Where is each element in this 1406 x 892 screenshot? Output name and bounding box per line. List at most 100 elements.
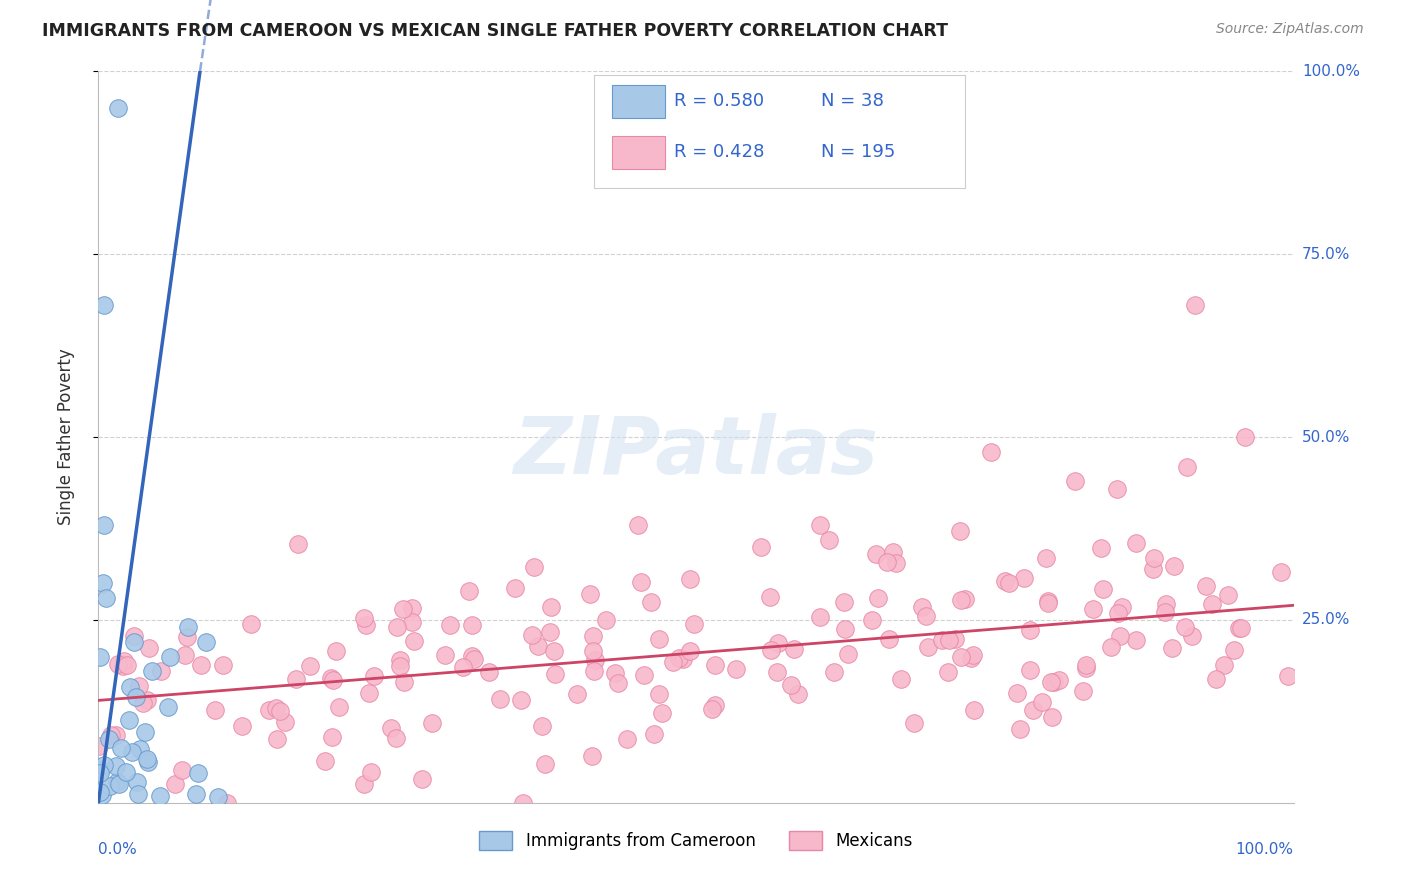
Point [1174, 620, 1197, 634]
Point [1195, 579, 1218, 593]
Point [582, 664, 605, 678]
Point [89, 763, 111, 777]
Point [817, 533, 839, 548]
Point [823, 665, 845, 679]
Legend: Immigrants from Cameroon, Mexicans: Immigrants from Cameroon, Mexicans [472, 824, 920, 856]
Point [1107, 606, 1129, 620]
Point [489, 691, 512, 706]
Point [1035, 550, 1057, 565]
Point [1083, 601, 1105, 615]
Point [322, 673, 344, 687]
Point [538, 624, 561, 639]
Point [115, 658, 138, 673]
Point [354, 617, 377, 632]
Point [89, 649, 111, 664]
Point [648, 687, 671, 701]
Point [284, 672, 307, 686]
Point [287, 537, 309, 551]
Point [630, 575, 652, 590]
Point [434, 648, 457, 662]
Point [195, 635, 218, 649]
Point [173, 648, 195, 662]
Point [505, 581, 527, 595]
Text: N = 195: N = 195 [821, 143, 896, 161]
Point [1107, 482, 1129, 496]
Point [411, 772, 433, 786]
Text: R = 0.428: R = 0.428 [675, 143, 765, 161]
Point [134, 725, 156, 739]
Point [1234, 430, 1257, 444]
Point [1022, 703, 1045, 717]
Point [679, 644, 702, 658]
Point [107, 777, 129, 791]
Point [269, 705, 291, 719]
Point [325, 644, 347, 658]
Point [124, 635, 146, 649]
Point [385, 620, 408, 634]
Text: 100.0%: 100.0% [1302, 64, 1360, 78]
Point [118, 713, 141, 727]
Point [1074, 657, 1097, 672]
Point [582, 644, 605, 658]
Point [749, 540, 772, 554]
Point [1229, 622, 1251, 636]
Point [581, 748, 603, 763]
Point [215, 796, 238, 810]
Point [865, 547, 887, 561]
Point [461, 618, 484, 632]
Point [1125, 536, 1147, 550]
Point [401, 601, 423, 615]
Point [98, 731, 121, 746]
Point [93, 298, 115, 312]
Point [834, 623, 856, 637]
Text: 75.0%: 75.0% [1302, 247, 1350, 261]
Point [886, 557, 908, 571]
Point [360, 764, 382, 779]
Point [359, 686, 381, 700]
Point [1277, 669, 1299, 683]
Point [461, 648, 484, 663]
Point [204, 703, 226, 717]
Point [176, 630, 198, 644]
Point [917, 640, 939, 655]
Point [478, 665, 501, 680]
Point [903, 716, 925, 731]
Point [420, 715, 443, 730]
Point [380, 721, 402, 735]
Point [633, 668, 655, 682]
Point [89, 765, 111, 780]
Point [808, 610, 831, 624]
Point [1036, 593, 1059, 607]
Point [1154, 605, 1177, 619]
Point [1154, 597, 1177, 611]
Point [157, 699, 180, 714]
Point [125, 690, 148, 704]
Point [1212, 657, 1234, 672]
Point [439, 617, 461, 632]
Point [1184, 298, 1206, 312]
Point [363, 669, 385, 683]
Point [1108, 629, 1130, 643]
Point [274, 715, 297, 730]
Point [1175, 459, 1198, 474]
Point [672, 652, 695, 666]
Point [266, 732, 288, 747]
Point [132, 696, 155, 710]
Point [91, 576, 114, 591]
Point [392, 602, 415, 616]
Point [1222, 642, 1244, 657]
Point [93, 758, 115, 772]
Point [184, 787, 207, 801]
Point [1019, 624, 1042, 638]
Point [100, 728, 122, 742]
Point [321, 730, 343, 744]
Point [962, 648, 984, 662]
Point [1014, 571, 1036, 585]
Point [122, 629, 145, 643]
Point [605, 666, 627, 681]
Point [994, 574, 1017, 588]
Point [1218, 588, 1240, 602]
Point [703, 658, 725, 673]
Point [266, 700, 288, 714]
Point [877, 632, 900, 646]
